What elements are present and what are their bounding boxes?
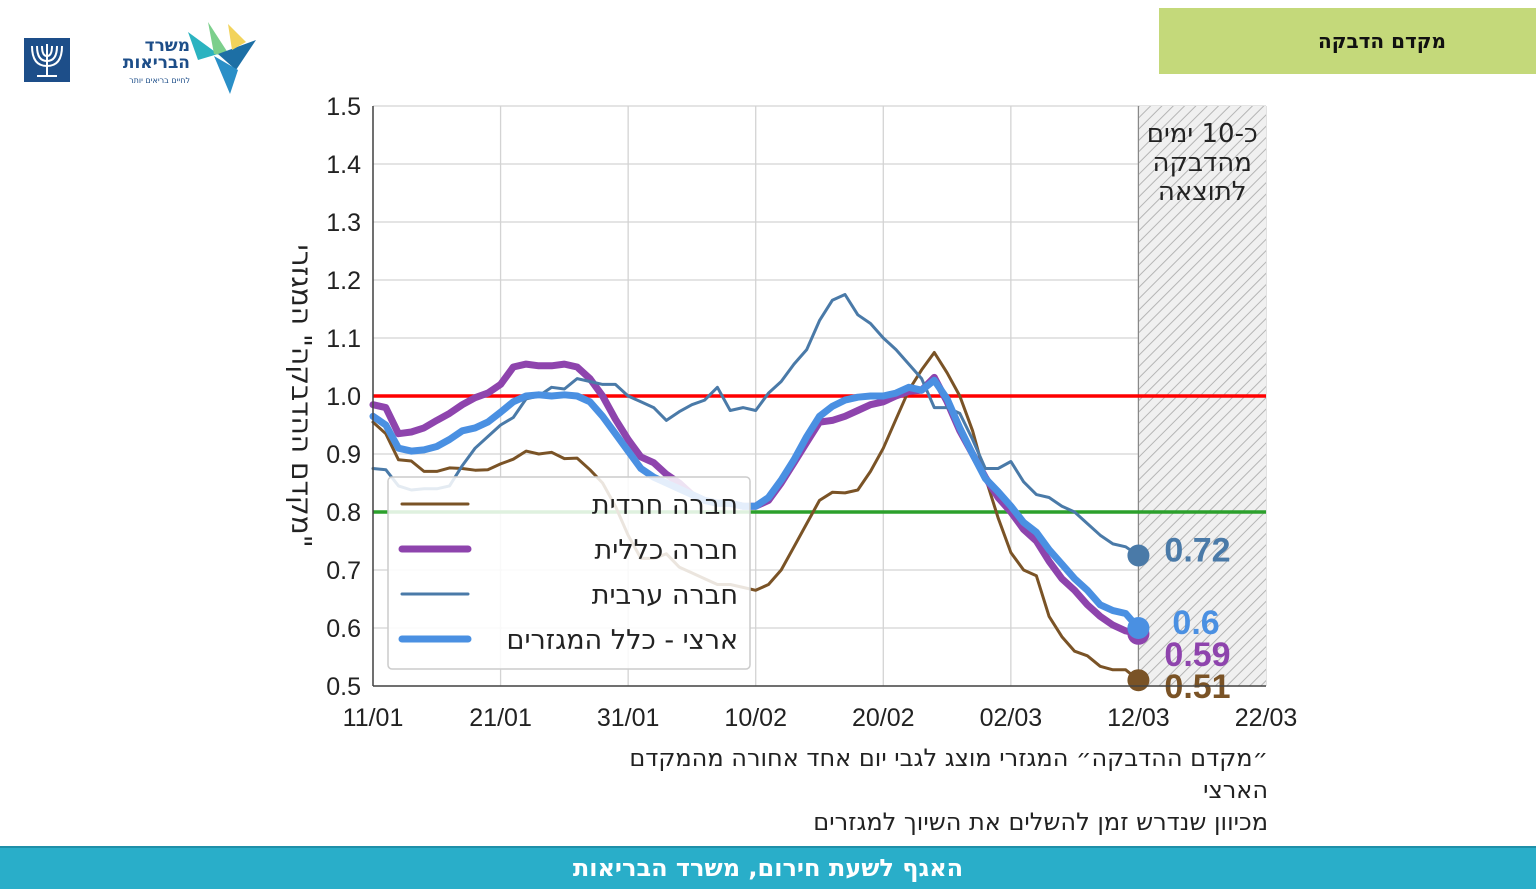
y-tick-label: 1.0	[326, 383, 361, 411]
y-tick-label: 0.6	[326, 615, 361, 643]
x-tick-label: 21/01	[469, 704, 532, 732]
y-tick-label: 0.9	[326, 441, 361, 469]
y-tick-label: 0.5	[326, 673, 361, 701]
y-tick-label: 0.8	[326, 499, 361, 527]
series-end-marker	[1127, 544, 1150, 567]
x-tick-label: 10/02	[724, 704, 787, 732]
footer-bar: האגף לשעת חירום, משרד הבריאות	[0, 848, 1536, 889]
lag-region-label: מהדבקה	[1153, 148, 1252, 178]
lag-region-label: כ-10 ימים	[1147, 119, 1258, 149]
series-end-label: 0.6	[1172, 604, 1219, 642]
x-tick-label: 22/03	[1235, 704, 1298, 732]
menorah-icon	[24, 38, 70, 82]
x-tick-label: 02/03	[980, 704, 1043, 732]
series-line	[371, 351, 1140, 682]
x-tick-label: 20/02	[852, 704, 915, 732]
bird-logo-icon	[188, 22, 256, 94]
series-line	[369, 376, 1142, 632]
y-tick-label: 1.3	[326, 209, 361, 237]
series-end-label: 0.72	[1164, 532, 1230, 570]
legend-label: חברה חרדית	[592, 490, 738, 521]
y-tick-label: 1.4	[326, 151, 361, 179]
caption-line2: מכיוון שנדרש זמן להשלים את השיוך למגזרים	[813, 808, 1268, 836]
series-end-label: 0.51	[1164, 668, 1230, 706]
y-axis-label: "מקדם ההדבקה" המגזרי	[285, 244, 318, 547]
legend-label: ארצי - כלל המגזרים	[507, 625, 738, 656]
legend-label: חברה ערבית	[592, 580, 738, 611]
y-tick-label: 1.2	[326, 267, 361, 295]
legend-box	[387, 476, 751, 670]
x-tick-label: 31/01	[597, 704, 660, 732]
caption-line1: ״מקדם ההדבקה״ המגזרי מוצג לגבי יום אחד א…	[629, 744, 1268, 804]
footer-stripe	[0, 846, 1536, 849]
series-end-marker	[1127, 617, 1150, 639]
series-end-marker	[1127, 669, 1150, 692]
footer-text: האגף לשעת חירום, משרד הבריאות	[572, 854, 964, 882]
x-tick-label: 11/01	[343, 704, 404, 732]
logo-name-line1: משרד	[144, 36, 190, 56]
series-line	[371, 293, 1140, 557]
y-tick-label: 1.1	[326, 325, 361, 353]
header-banner: מקדם הדבקה	[1159, 8, 1536, 74]
x-tick-label: 12/03	[1107, 704, 1170, 732]
y-tick-label: 1.5	[326, 93, 361, 121]
legend-label: חברה כללית	[595, 535, 738, 566]
lag-region-label: לתוצאה	[1158, 177, 1247, 207]
logo-slogan: לחיים בריאים יותר	[129, 76, 190, 85]
logo-name-line2: הבריאות	[122, 53, 190, 73]
chart-caption: ״מקדם ההדבקה״ המגזרי מוצג לגבי יום אחד א…	[560, 742, 1268, 838]
ministry-logo: משרד הבריאות לחיים בריאים יותר	[18, 20, 256, 100]
series-end-label: 0.59	[1164, 636, 1230, 674]
y-tick-label: 0.7	[326, 557, 361, 585]
page-title: מקדם הדבקה	[1317, 29, 1446, 53]
